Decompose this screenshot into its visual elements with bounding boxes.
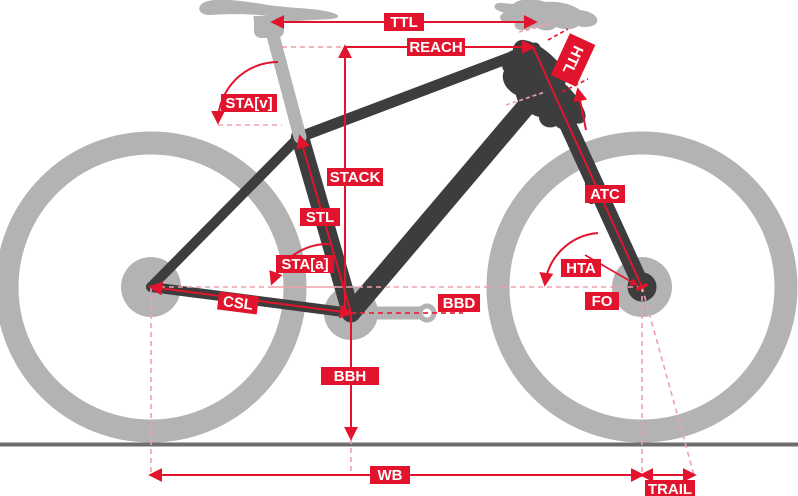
- svg-text:TRAIL: TRAIL: [648, 481, 692, 496]
- svg-text:STA[v]: STA[v]: [225, 95, 272, 112]
- svg-text:TTL: TTL: [390, 14, 418, 31]
- svg-text:STACK: STACK: [330, 169, 381, 186]
- svg-text:BBD: BBD: [443, 295, 476, 312]
- svg-text:STL: STL: [306, 209, 334, 226]
- svg-text:CSL: CSL: [222, 293, 254, 314]
- svg-text:REACH: REACH: [409, 39, 462, 56]
- svg-text:ATC: ATC: [590, 186, 620, 203]
- svg-text:HTA: HTA: [566, 260, 596, 277]
- svg-text:FO: FO: [592, 293, 613, 310]
- svg-text:STA[a]: STA[a]: [281, 256, 328, 273]
- svg-text:WB: WB: [378, 467, 403, 484]
- svg-text:BBH: BBH: [334, 368, 367, 385]
